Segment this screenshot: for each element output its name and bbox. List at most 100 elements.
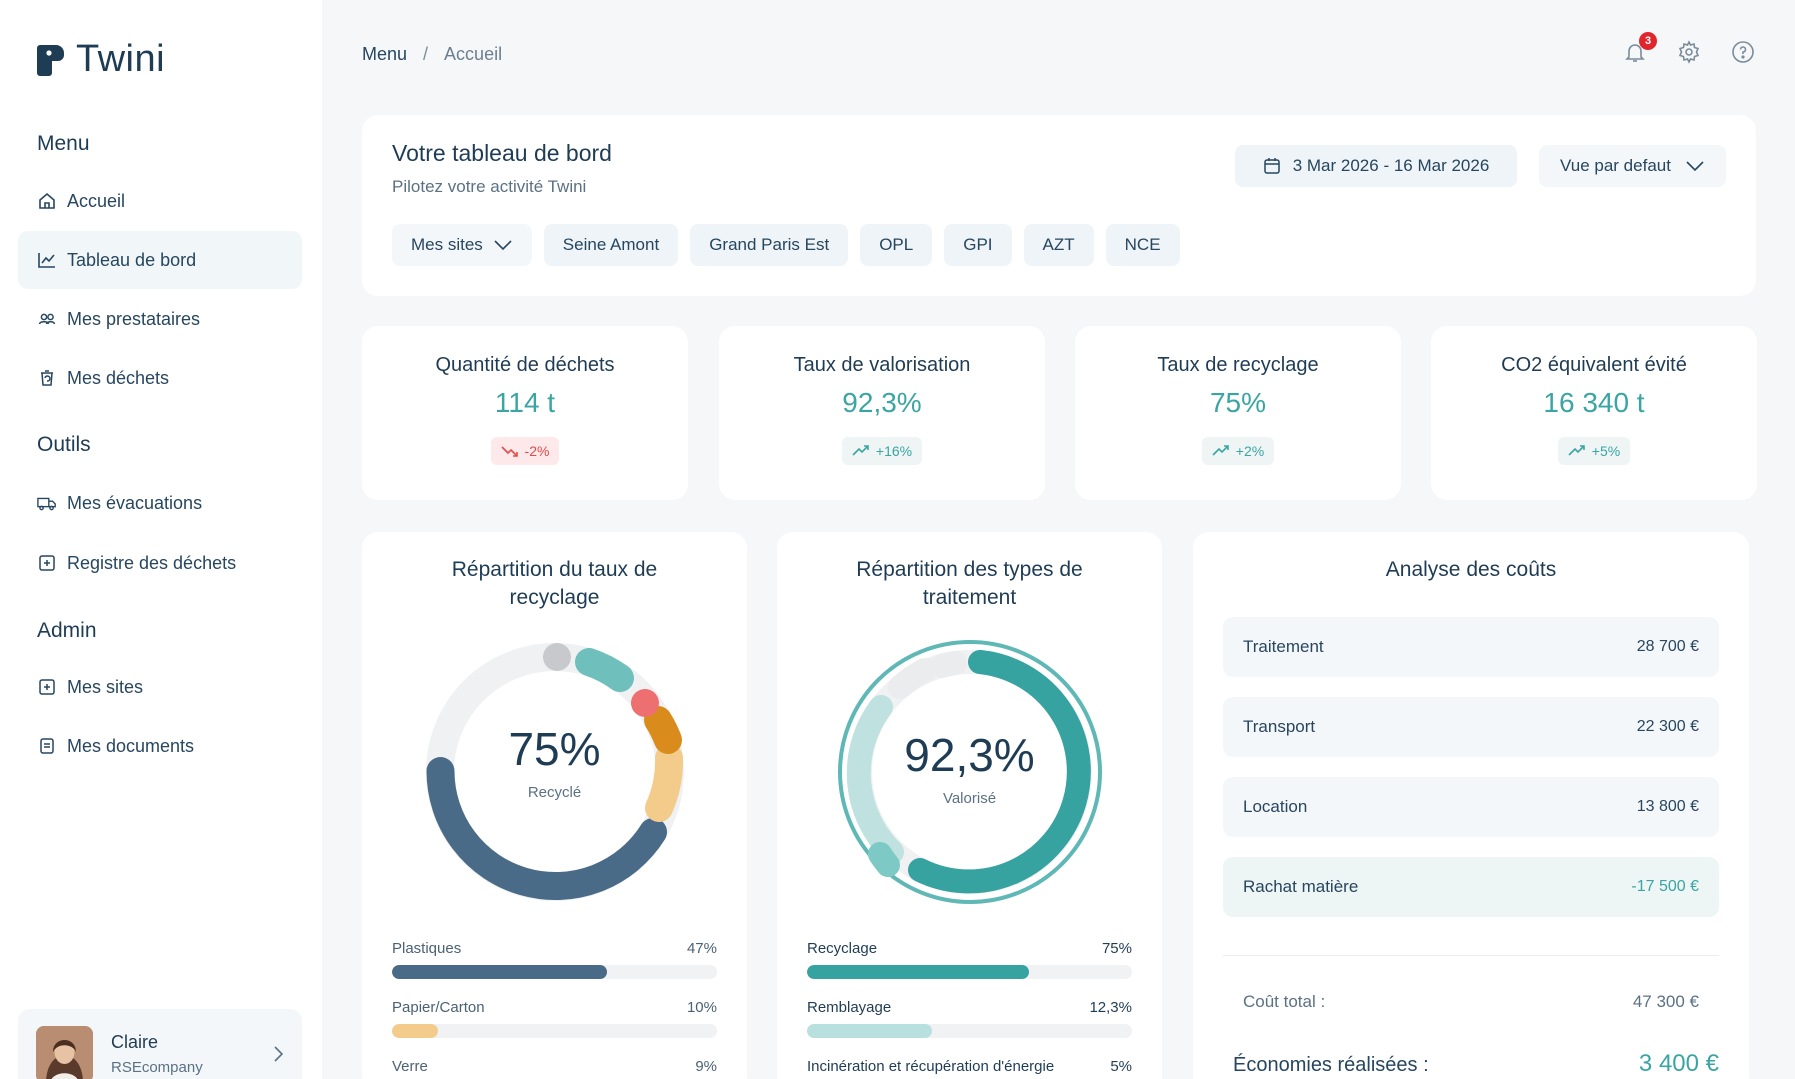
sidebar: Twini Menu Accueil Tableau de bord Mes p… (0, 0, 322, 1079)
bar-fill (807, 965, 1029, 979)
kpi-delta-badge: +2% (1201, 437, 1275, 465)
date-range-label: 3 Mar 2026 - 16 Mar 2026 (1292, 156, 1490, 175)
date-range-picker[interactable]: 3 Mar 2026 - 16 Mar 2026 (1235, 145, 1517, 187)
help-button[interactable] (1731, 40, 1755, 64)
site-chip-gpi[interactable]: GPI (944, 224, 1012, 266)
settings-button[interactable] (1677, 40, 1701, 64)
gear-icon (1678, 40, 1700, 64)
kpi-delta-badge: +5% (1557, 437, 1631, 465)
site-chip-azt[interactable]: AZT (1023, 224, 1094, 266)
cost-total-label: Coût total : (1243, 992, 1326, 1011)
divider (1223, 955, 1719, 956)
kpi-delta-value: -2% (524, 443, 550, 459)
cost-row-traitement: Traitement 28 700 € (1223, 617, 1719, 677)
treatment-bars: Recyclage 75% Remblayage 12,3% Incinératio… (807, 940, 1132, 1079)
treatment-donut: 92,3% Valorisé (830, 632, 1110, 912)
kpi-delta-value: +2% (1235, 443, 1265, 459)
view-select[interactable]: Vue par defaut (1539, 145, 1726, 187)
cost-total: Coût total : 47 300 € (1243, 992, 1699, 1012)
treatment-chart-card: Répartition des types de traitement 92,3… (777, 532, 1162, 1079)
sidebar-item-accueil[interactable]: Accueil (18, 172, 302, 230)
sidebar-item-label: Mes documents (67, 735, 195, 756)
bar-row: Remblayage 12,3% (807, 999, 1132, 1038)
recycling-chart-card: Répartition du taux de recyclage 75% Rec… (362, 532, 747, 1079)
cost-label: Location (1243, 797, 1308, 816)
site-filter-chips: Mes sites Seine Amont Grand Paris Est OP… (392, 224, 1180, 266)
chart-title: Répartition du taux de recyclage (451, 558, 658, 609)
site-chip-nce[interactable]: NCE (1105, 224, 1180, 266)
breadcrumb: Menu / Accueil (362, 44, 502, 65)
notification-badge: 3 (1639, 32, 1657, 50)
kpi-delta-value: +5% (1591, 443, 1621, 459)
kpi-value: 75% (1209, 387, 1267, 418)
app-name: Twini (76, 38, 166, 80)
donut-center-value: 75% (508, 723, 601, 775)
kpi-label: Taux de recyclage (1157, 354, 1319, 376)
bar-label: Papier/Carton (392, 999, 485, 1016)
cost-amount: 22 300 € (1636, 718, 1699, 735)
help-icon (1732, 41, 1754, 63)
bar-row: Incinération et récupération d'énergie 5% (807, 1058, 1132, 1079)
sites-dropdown[interactable]: Mes sites (392, 224, 532, 266)
truck-icon (37, 493, 57, 513)
sidebar-item-tableau-de-bord[interactable]: Tableau de bord (18, 231, 302, 289)
nav-section-menu: Menu (37, 132, 90, 155)
bar-label: Recyclage (807, 940, 878, 957)
treatment-donut-svg (837, 640, 1102, 904)
sidebar-item-mes-evacuations[interactable]: Mes évacuations (18, 474, 302, 532)
kpi-value: 92,3% (842, 387, 922, 418)
chevron-down-icon (1686, 161, 1704, 172)
home-icon (37, 191, 57, 211)
sidebar-item-mes-prestataires[interactable]: Mes prestataires (18, 290, 302, 348)
bar-value: 75% (1101, 940, 1132, 957)
cost-label: Rachat matière (1243, 877, 1359, 896)
user-name: Claire (111, 1032, 159, 1052)
cost-amount: -17 500 € (1631, 878, 1699, 895)
user-company: RSEcompany (111, 1059, 203, 1076)
bar-value: 47% (686, 940, 717, 957)
app-logo[interactable]: Twini (36, 38, 165, 81)
register-icon (37, 553, 57, 573)
sidebar-item-mes-documents[interactable]: Mes documents (18, 717, 302, 775)
cost-savings-label: Économies réalisées : (1233, 1054, 1429, 1076)
cost-total-amount: 47 300 € (1632, 992, 1699, 1011)
users-icon (37, 309, 57, 329)
breadcrumb-root[interactable]: Menu (362, 44, 408, 64)
sidebar-item-label: Tableau de bord (67, 249, 197, 270)
sidebar-item-label: Accueil (67, 190, 126, 211)
bar-row: Plastiques 47% (392, 940, 717, 979)
kpi-delta-badge: +16% (841, 437, 923, 465)
breadcrumb-separator: / (423, 44, 429, 64)
user-card[interactable]: Claire RSEcompany (18, 1009, 302, 1079)
chevron-right-icon[interactable] (272, 1045, 284, 1063)
sites-dropdown-label: Mes sites (411, 235, 483, 254)
bar-row: Verre 9% (392, 1058, 717, 1079)
sidebar-item-label: Mes évacuations (67, 492, 203, 513)
nav-section-outils: Outils (37, 433, 91, 456)
site-chip-opl[interactable]: OPL (860, 224, 933, 266)
cost-row-transport: Transport 22 300 € (1223, 697, 1719, 757)
sidebar-item-mes-sites[interactable]: Mes sites (18, 658, 302, 716)
costs-card: Analyse des coûts Traitement 28 700 € Tr… (1193, 532, 1749, 1079)
site-chip-grand-paris-est[interactable]: Grand Paris Est (690, 224, 849, 266)
sidebar-item-mes-dechets[interactable]: Mes déchets (18, 349, 302, 407)
donut-center-label: Recyclé (527, 784, 582, 801)
notifications-button[interactable]: 3 (1623, 32, 1657, 64)
bell-icon (1625, 44, 1645, 62)
document-icon (37, 736, 57, 756)
kpi-delta-badge: -2% (490, 437, 560, 465)
site-chip-seine-amont[interactable]: Seine Amont (543, 224, 679, 266)
bar-value: 9% (695, 1058, 717, 1075)
recycling-bars: Plastiques 47% Papier/Carton 10% Verre 9% (392, 940, 717, 1079)
page-title: Votre tableau de bord (392, 140, 612, 166)
kpi-label: CO2 équivalent évité (1501, 354, 1687, 376)
page-subtitle: Pilotez votre activité Twini (392, 177, 587, 196)
view-select-label: Vue par defaut (1560, 156, 1671, 175)
cost-row-rachat-matiere: Rachat matière -17 500 € (1223, 857, 1719, 917)
cost-row-location: Location 13 800 € (1223, 777, 1719, 837)
dashboard-header-card: Votre tableau de bord Pilotez votre acti… (362, 115, 1756, 296)
site-icon (37, 677, 57, 697)
sidebar-item-registre-des-dechets[interactable]: Registre des déchets (18, 534, 302, 592)
trend-up-icon (1568, 445, 1585, 456)
cost-label: Traitement (1243, 637, 1324, 656)
